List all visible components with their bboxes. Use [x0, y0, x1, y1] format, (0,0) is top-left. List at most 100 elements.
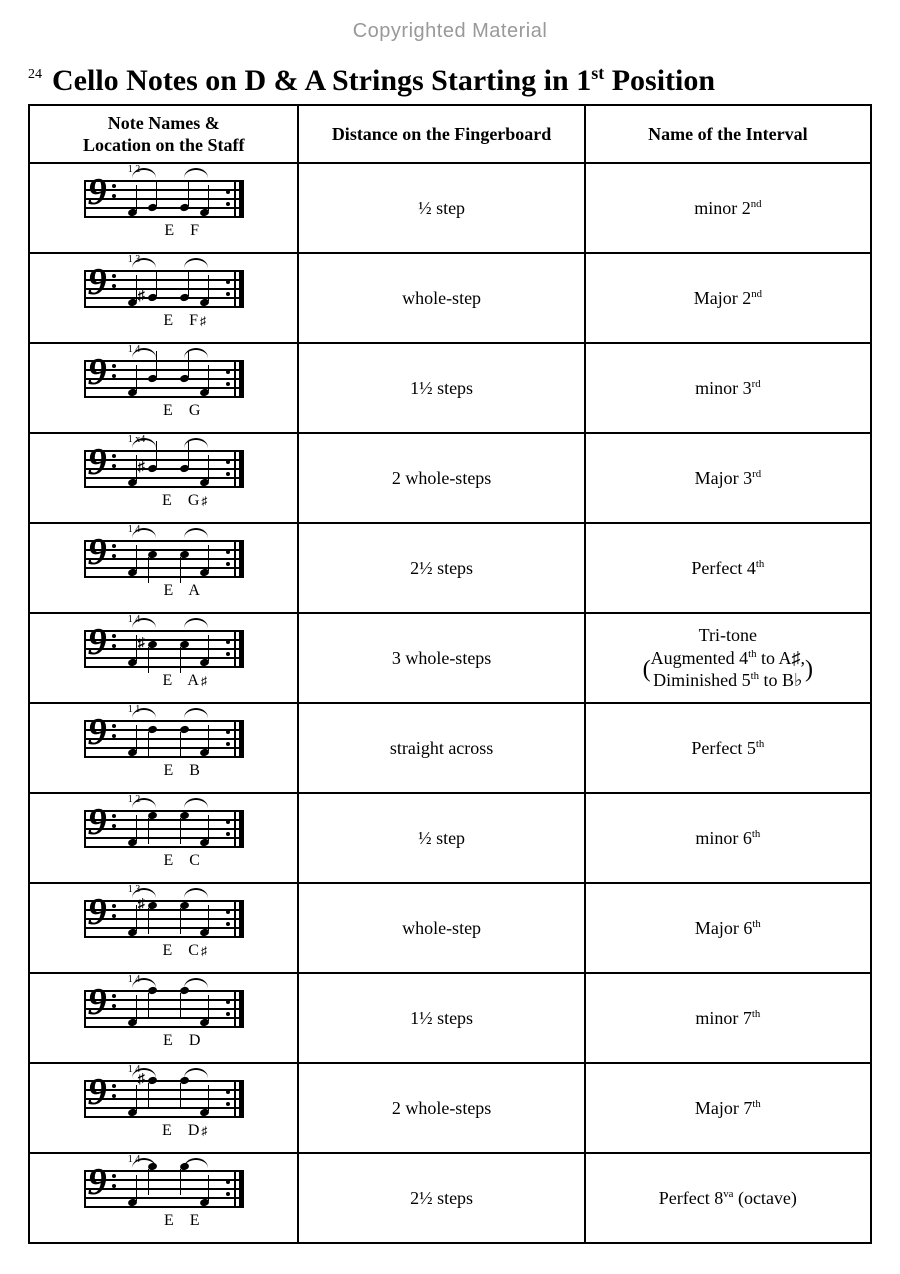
distance-cell: whole-step: [298, 253, 584, 343]
sharp-accidental-icon: ♯: [138, 898, 145, 912]
interval-cell: Major 3rd: [585, 433, 871, 523]
notation-cell: 91 2E F: [29, 163, 298, 253]
fingering-label: 1 4: [128, 344, 141, 355]
notation-cell: 91 4E E: [29, 1153, 298, 1243]
table-row: 91 4E A2½ stepsPerfect 4th: [29, 523, 871, 613]
distance-cell: ½ step: [298, 793, 584, 883]
bass-clef-icon: 9: [88, 893, 107, 931]
notation-cell: 91 1E B: [29, 703, 298, 793]
fingering-label: 1 4: [128, 524, 141, 535]
page: Copyrighted Material 24 Cello Notes on D…: [0, 0, 900, 1274]
distance-cell: whole-step: [298, 883, 584, 973]
distance-cell: 1½ steps: [298, 973, 584, 1063]
table-row: 91 4E D1½ stepsminor 7th: [29, 973, 871, 1063]
notation-cell: 9♯1 3E F♯: [29, 253, 298, 343]
distance-cell: ½ step: [298, 163, 584, 253]
note-names-label: E A♯: [84, 672, 244, 690]
fingering-label: 1 4: [128, 614, 141, 625]
interval-cell: Perfect 4th: [585, 523, 871, 613]
note-names-label: E A: [84, 582, 244, 600]
music-staff: 9♯1 4: [84, 626, 244, 670]
fingering-label: 1 2: [128, 164, 141, 175]
bass-clef-icon: 9: [88, 173, 107, 211]
note-names-label: E C: [84, 852, 244, 870]
interval-cell: minor 7th: [585, 973, 871, 1063]
table-row: 9♯1 4E A♯3 whole-stepsTri-tone(Augmented…: [29, 613, 871, 703]
note-names-label: E G♯: [84, 492, 244, 510]
table-row: 91 4E E2½ stepsPerfect 8va (octave): [29, 1153, 871, 1243]
music-staff: 91 4: [84, 536, 244, 580]
bass-clef-icon: 9: [88, 263, 107, 301]
note-names-label: E D: [84, 1032, 244, 1050]
fingering-label: 1 3: [128, 254, 141, 265]
distance-cell: 2½ steps: [298, 523, 584, 613]
note-names-label: E E: [84, 1212, 244, 1230]
interval-cell: minor 2nd: [585, 163, 871, 253]
bass-clef-icon: 9: [88, 803, 107, 841]
bass-clef-icon: 9: [88, 443, 107, 481]
interval-table: Note Names &Location on the Staff Distan…: [28, 104, 872, 1244]
col-header-interval: Name of the Interval: [585, 105, 871, 163]
interval-cell: minor 3rd: [585, 343, 871, 433]
table-body: 91 2E F½ stepminor 2nd9♯1 3E F♯whole-ste…: [29, 163, 871, 1243]
table-row: 9♯1 4E D♯2 whole-stepsMajor 7th: [29, 1063, 871, 1153]
table-row: 91 1E Bstraight acrossPerfect 5th: [29, 703, 871, 793]
table-row: 91 4E G1½ stepsminor 3rd: [29, 343, 871, 433]
bass-clef-icon: 9: [88, 1073, 107, 1111]
table-row: 91 2E F½ stepminor 2nd: [29, 163, 871, 253]
sharp-accidental-icon: ♯: [138, 461, 145, 475]
music-staff: 91 4: [84, 356, 244, 400]
notation-cell: 91 4E D: [29, 973, 298, 1063]
distance-cell: 3 whole-steps: [298, 613, 584, 703]
col-header-notes: Note Names &Location on the Staff: [29, 105, 298, 163]
interval-cell: Major 6th: [585, 883, 871, 973]
music-staff: 91 4: [84, 986, 244, 1030]
notation-cell: 9 ♯ 1 4 E A♯: [29, 613, 298, 703]
bass-clef-icon: 9: [88, 623, 107, 661]
bass-clef-icon: 9: [88, 1163, 107, 1201]
music-staff: 91 1: [84, 716, 244, 760]
interval-cell: Major 2nd: [585, 253, 871, 343]
table-row: 9♯1 3E F♯whole-stepMajor 2nd: [29, 253, 871, 343]
col-header-distance: Distance on the Fingerboard: [298, 105, 584, 163]
title-row: 24 Cello Notes on D & A Strings Starting…: [28, 63, 872, 98]
notation-cell: 9 ♯ 1 3 E C♯: [29, 883, 298, 973]
table-row: 9 ♯ 1 x4 E G♯ 2 whole-stepsMajor 3rd: [29, 433, 871, 523]
distance-cell: straight across: [298, 703, 584, 793]
page-title: Cello Notes on D & A Strings Starting in…: [52, 63, 715, 98]
fingering-label: 1 2: [128, 794, 141, 805]
table-header-row: Note Names &Location on the Staff Distan…: [29, 105, 871, 163]
fingering-label: 1 4: [128, 1064, 141, 1075]
fingering-label: 1 1: [128, 704, 141, 715]
interval-cell: Perfect 8va (octave): [585, 1153, 871, 1243]
music-staff: 9♯1 4: [84, 1076, 244, 1120]
music-staff: 9♯1 3: [84, 896, 244, 940]
sharp-accidental-icon: ♯: [138, 637, 145, 651]
page-number: 24: [28, 67, 42, 83]
notation-cell: 9♯1 4 E D♯: [29, 1063, 298, 1153]
note-names-label: E C♯: [84, 942, 244, 960]
fingering-label: 1 x4: [128, 434, 146, 445]
bass-clef-icon: 9: [88, 983, 107, 1021]
notation-cell: 91 4E A: [29, 523, 298, 613]
sharp-accidental-icon: ♯: [138, 290, 145, 304]
music-staff: 91 4: [84, 1166, 244, 1210]
bass-clef-icon: 9: [88, 533, 107, 571]
interval-cell: Perfect 5th: [585, 703, 871, 793]
interval-cell: minor 6th: [585, 793, 871, 883]
table-row: 91 2E C½ stepminor 6th: [29, 793, 871, 883]
notation-cell: 9 ♯ 1 x4 E G♯: [29, 433, 298, 523]
distance-cell: 2½ steps: [298, 1153, 584, 1243]
bass-clef-icon: 9: [88, 713, 107, 751]
bass-clef-icon: 9: [88, 353, 107, 391]
note-names-label: E F: [84, 222, 244, 240]
fingering-label: 1 4: [128, 1154, 141, 1165]
fingering-label: 1 3: [128, 884, 141, 895]
note-names-label: E D♯: [84, 1122, 244, 1140]
music-staff: 9♯1 3: [84, 266, 244, 310]
fingering-label: 1 4: [128, 974, 141, 985]
distance-cell: 2 whole-steps: [298, 433, 584, 523]
distance-cell: 1½ steps: [298, 343, 584, 433]
music-staff: 91 2: [84, 806, 244, 850]
music-staff: 91 2: [84, 176, 244, 220]
